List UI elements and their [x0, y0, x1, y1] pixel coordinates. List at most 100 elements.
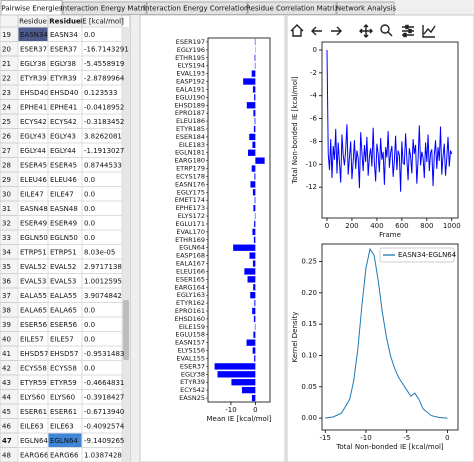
cell-text[interactable]: ESER56: [50, 321, 78, 329]
cell-text[interactable]: 0.0: [84, 306, 95, 314]
cell-text[interactable]: EARG66: [20, 451, 49, 459]
back-button[interactable]: [311, 26, 322, 36]
cell-text[interactable]: EPHE41: [20, 103, 47, 111]
cell-text[interactable]: ETYR59: [20, 379, 47, 387]
cell-text[interactable]: -1.1913027: [84, 147, 124, 155]
cell-text[interactable]: EGLN50: [20, 234, 48, 242]
cell-text[interactable]: ESER45: [20, 161, 47, 169]
cell-text[interactable]: -5.4558919: [84, 60, 124, 68]
cell-text[interactable]: EASN48: [50, 205, 78, 213]
cell-text[interactable]: EGLN64: [50, 437, 78, 445]
cell-text[interactable]: EASN34: [20, 31, 48, 39]
cell-text[interactable]: 1.0012595: [84, 277, 122, 285]
cell-text[interactable]: EASN48: [20, 205, 48, 213]
zoom-button[interactable]: [380, 24, 393, 37]
cell-text[interactable]: EGLN50: [50, 234, 78, 242]
cell-text[interactable]: EVAL52: [50, 263, 76, 271]
cell-text[interactable]: EHSD40: [20, 89, 48, 97]
cell-text[interactable]: ESER49: [50, 219, 77, 227]
cell-text[interactable]: 0.0: [84, 31, 95, 39]
cell-text[interactable]: 8.03e-05: [84, 248, 115, 256]
cell-text[interactable]: ESER45: [50, 161, 77, 169]
cell-text[interactable]: ELEU46: [20, 176, 47, 184]
cell-text[interactable]: EGLY43: [50, 132, 76, 140]
home-button[interactable]: [290, 24, 304, 37]
tab-label[interactable]: Interaction Energy Matrix: [61, 5, 150, 13]
scrollbar[interactable]: [122, 27, 130, 462]
cell-text[interactable]: 3.8262081: [84, 132, 122, 140]
forward-button[interactable]: [331, 26, 342, 36]
tab-label[interactable]: Pairwise Energies: [1, 5, 62, 13]
cell-text[interactable]: EASN34: [50, 31, 78, 39]
cell-text[interactable]: EGLN64: [20, 437, 48, 445]
cell-text[interactable]: 0.0: [84, 176, 95, 184]
cell-text[interactable]: EGLY43: [20, 132, 46, 140]
cell-text[interactable]: 0.123533: [84, 89, 117, 97]
cell-text[interactable]: 0.0: [84, 219, 95, 227]
cell-text[interactable]: EILE47: [50, 190, 74, 198]
cell-text[interactable]: ESER37: [50, 45, 77, 53]
cell-text[interactable]: EVAL53: [50, 277, 76, 285]
cell-text[interactable]: -9.1409265: [84, 437, 124, 445]
cell-text[interactable]: 0.0: [84, 335, 95, 343]
column-header[interactable]: IE [kcal/mol]: [80, 18, 124, 26]
cell-text[interactable]: -16.7143291: [84, 45, 129, 53]
cell-text[interactable]: ETYR59: [50, 379, 77, 387]
table-cell[interactable]: [81, 447, 123, 462]
cell-text[interactable]: ELEU46: [50, 176, 77, 184]
cell-text[interactable]: -0.3918427: [84, 393, 124, 401]
cell-text[interactable]: ECYS58: [20, 364, 47, 372]
tab[interactable]: [247, 1, 337, 15]
cell-text[interactable]: 0.0: [84, 321, 95, 329]
cell-text[interactable]: EHSD57: [50, 350, 78, 358]
cell-text[interactable]: ESER56: [20, 321, 48, 329]
pan-button[interactable]: [359, 24, 373, 38]
cell-text[interactable]: EILE63: [50, 422, 74, 430]
cell-text[interactable]: -2.8789964: [84, 74, 125, 82]
cell-text[interactable]: 0.8744533: [84, 161, 122, 169]
cell-text[interactable]: 0.0: [84, 205, 95, 213]
cell-text[interactable]: ETYR39: [50, 74, 77, 82]
cell-text[interactable]: 0.0: [84, 364, 95, 372]
cell-text[interactable]: ESER37: [20, 45, 47, 53]
cell-text[interactable]: 0.0: [84, 190, 95, 198]
column-header[interactable]: Residue: [49, 18, 81, 26]
cell-text[interactable]: EHSD40: [50, 89, 78, 97]
cell-text[interactable]: 3.9074842: [84, 292, 122, 300]
cell-text[interactable]: -0.6713940: [84, 408, 124, 416]
cell-text[interactable]: EARG66: [50, 451, 79, 459]
cell-text[interactable]: EILE57: [20, 335, 44, 343]
cell-text[interactable]: EALA55: [20, 292, 47, 300]
cell-text[interactable]: ECYS42: [20, 118, 47, 126]
tab-label[interactable]: Network Analysis: [336, 5, 397, 13]
cell-text[interactable]: EALA65: [20, 306, 47, 314]
cell-text[interactable]: EVAL53: [20, 277, 46, 285]
cell-text[interactable]: ETRP51: [50, 248, 77, 256]
column-header[interactable]: Residue: [19, 18, 47, 26]
cell-text[interactable]: EILE47: [20, 190, 44, 198]
tab[interactable]: [336, 1, 395, 15]
tab-label[interactable]: Residue Correlation Matrix: [246, 5, 339, 13]
cell-text[interactable]: ECYS58: [50, 364, 77, 372]
cell-text[interactable]: EALA65: [50, 306, 77, 314]
cell-text[interactable]: -0.4664831: [84, 379, 124, 387]
cell-text[interactable]: ETRP51: [20, 248, 47, 256]
cell-text[interactable]: -0.0418952: [84, 103, 124, 111]
cell-text[interactable]: ELYS60: [20, 393, 45, 401]
cell-text[interactable]: ETYR39: [20, 74, 47, 82]
cell-text[interactable]: -0.4092574: [84, 422, 125, 430]
scrollbar-handle[interactable]: [123, 300, 129, 360]
cell-text[interactable]: EGLY38: [20, 60, 46, 68]
cell-text[interactable]: ESER61: [50, 408, 77, 416]
cell-text[interactable]: EILE63: [20, 422, 44, 430]
cell-text[interactable]: EALA55: [50, 292, 77, 300]
cell-text[interactable]: ESER61: [20, 408, 47, 416]
cell-text[interactable]: -0.3183452: [84, 118, 124, 126]
configure-button[interactable]: [402, 24, 414, 38]
cell-text[interactable]: 1.0387428: [84, 451, 122, 459]
cell-text[interactable]: EGLY44: [20, 147, 47, 155]
cell-text[interactable]: 2.9717138: [84, 263, 122, 271]
cell-text[interactable]: EGLY38: [50, 60, 76, 68]
cell-text[interactable]: ECYS42: [50, 118, 77, 126]
cell-text[interactable]: ELYS60: [50, 393, 75, 401]
